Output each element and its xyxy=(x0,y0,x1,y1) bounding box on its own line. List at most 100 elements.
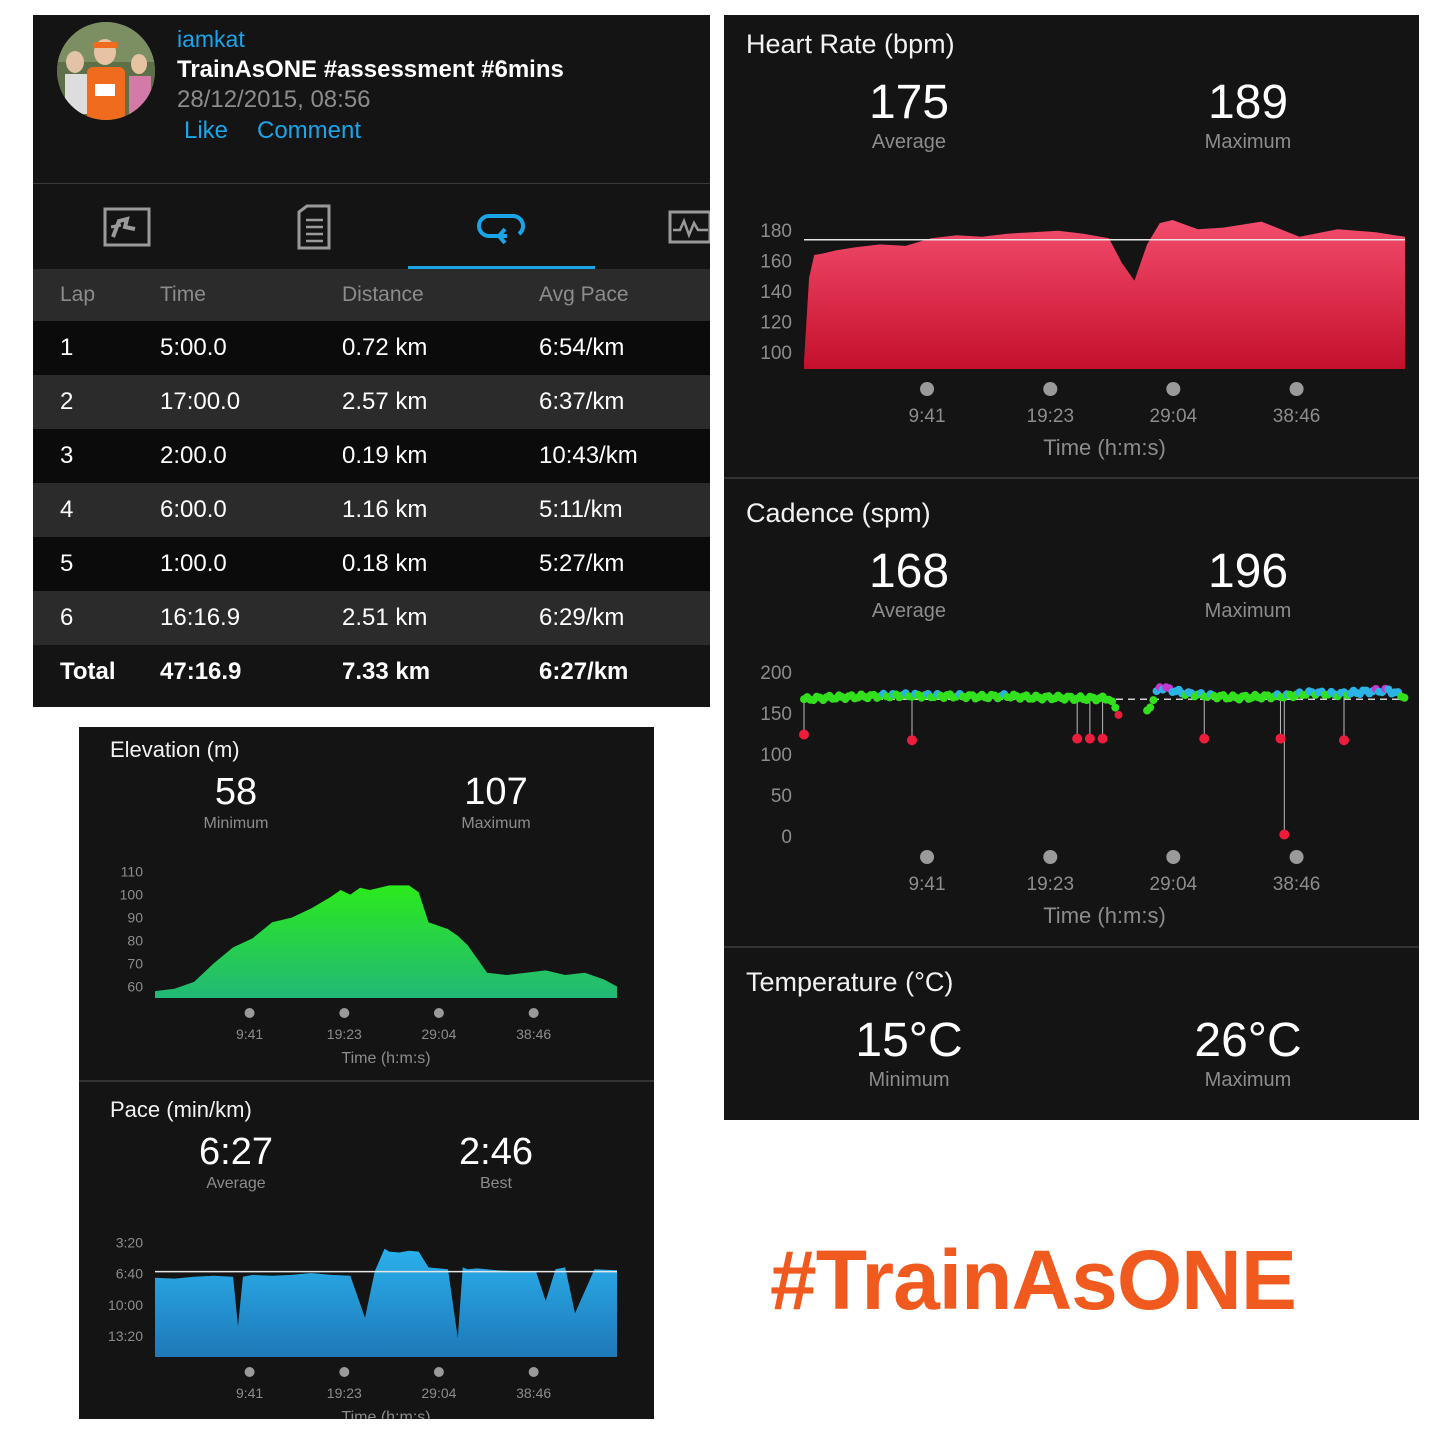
tab-laps[interactable] xyxy=(407,184,594,270)
x-tick-label: 19:23 xyxy=(327,1026,362,1042)
x-tick-dot xyxy=(1166,850,1181,864)
temperature-min-value: 15°C xyxy=(855,1014,963,1067)
right-stats-panel: Heart Rate (bpm) 175 Average 189 Maximum… xyxy=(724,15,1419,1120)
tab-details[interactable] xyxy=(220,184,407,270)
lap-distance: 1.16 km xyxy=(341,483,538,537)
tab-summary[interactable] xyxy=(33,184,220,270)
left-stats-panel: Elevation (m) 58 Minimum 107 Maximum 110… xyxy=(79,727,654,1419)
y-tick-label: 6:40 xyxy=(116,1266,143,1282)
total-distance: 7.33 km xyxy=(341,645,538,699)
x-tick-dot xyxy=(244,1367,255,1377)
pace-chart: 3:20 6:40 10:00 13:20 9:41 19:23 29:04 38:46 Tim… xyxy=(108,1235,617,1419)
table-row[interactable]: 2 17:00.0 2.57 km 6:37/km xyxy=(33,375,710,429)
heart-rate-max-value: 189 xyxy=(1207,76,1289,129)
lap-pace: 10:43/km xyxy=(538,429,710,483)
lap-pace: 6:29/km xyxy=(538,591,710,645)
column-header: Distance xyxy=(341,269,538,321)
x-axis-label: Time (h:m:s) xyxy=(1043,903,1166,928)
y-tick-label: 90 xyxy=(127,910,143,926)
table-row[interactable]: 5 1:00.0 0.18 km 5:27/km xyxy=(33,537,710,591)
lap-distance: 2.51 km xyxy=(341,591,538,645)
y-tick-label: 3:20 xyxy=(116,1235,143,1251)
y-tick-label: 200 xyxy=(760,663,792,684)
lap-number: 6 xyxy=(33,591,159,645)
activity-panel: iamkat TrainAsONE #assessment #6mins 28/… xyxy=(33,15,710,707)
lap-number: 4 xyxy=(33,483,159,537)
x-axis-label: Time (h:m:s) xyxy=(1043,435,1166,460)
heart-rate-average-value: 175 xyxy=(868,76,950,129)
elevation-chart: 110 100 90 80 70 60 9:41 19:23 29:04 38:46 Time (h… xyxy=(120,864,617,1067)
divider xyxy=(724,477,1419,479)
x-tick-dot xyxy=(1166,382,1181,396)
x-tick-dot xyxy=(1289,850,1304,864)
cadence-point xyxy=(1149,696,1158,705)
column-header: Time xyxy=(159,269,341,321)
y-tick-label: 100 xyxy=(120,887,144,903)
lap-distance: 2.57 km xyxy=(341,375,538,429)
y-tick-label: 60 xyxy=(127,979,143,995)
x-axis-label: Time (h:m:s) xyxy=(341,1409,430,1419)
x-tick-dot xyxy=(1043,850,1058,864)
total-label: Total xyxy=(33,645,159,699)
activity-tab-bar xyxy=(33,183,710,270)
heart-rate-average-label: Average xyxy=(871,131,947,153)
series-area xyxy=(804,220,1405,369)
x-tick-dot xyxy=(339,1008,350,1018)
cadence-low-point xyxy=(1199,733,1210,744)
temperature-max-value: 26°C xyxy=(1194,1014,1302,1067)
x-axis-label: Time (h:m:s) xyxy=(341,1050,430,1067)
pace-average-value: 6:27 xyxy=(199,1131,273,1173)
pace-best-label: Best xyxy=(479,1175,512,1192)
y-tick-label: 160 xyxy=(760,252,792,273)
like-button[interactable]: Like xyxy=(184,117,229,144)
cadence-low-point xyxy=(1084,733,1095,744)
total-pace: 6:27/km xyxy=(538,645,710,699)
x-tick-label: 29:04 xyxy=(421,1026,456,1042)
heart-rate-title: Heart Rate (bpm) xyxy=(746,29,955,59)
cadence-point xyxy=(1108,697,1117,706)
heart-rate-max-label: Maximum xyxy=(1204,131,1292,153)
cadence-max-label: Maximum xyxy=(1204,600,1292,622)
lap-number: 1 xyxy=(33,321,159,375)
elevation-min-value: 58 xyxy=(214,771,258,813)
tab-charts[interactable] xyxy=(594,184,710,270)
post-header: iamkat TrainAsONE #assessment #6mins 28/… xyxy=(33,15,710,183)
table-row[interactable]: 1 5:00.0 0.72 km 6:54/km xyxy=(33,321,710,375)
table-row[interactable]: 3 2:00.0 0.19 km 10:43/km xyxy=(33,429,710,483)
lap-distance: 0.72 km xyxy=(341,321,538,375)
y-tick-label: 0 xyxy=(781,827,792,848)
username-link[interactable]: iamkat xyxy=(177,26,245,52)
avatar[interactable] xyxy=(57,22,155,120)
x-tick-dot xyxy=(528,1008,539,1018)
heart-rate-chart: 180 160 140 120 100 9:41 19:23 29:04 38:46 Time (… xyxy=(760,220,1405,460)
x-tick-label: 9:41 xyxy=(236,1385,263,1401)
y-tick-label: 100 xyxy=(760,343,792,364)
x-tick-dot xyxy=(433,1367,444,1377)
x-tick-dot xyxy=(433,1008,444,1018)
y-tick-label: 120 xyxy=(760,312,792,333)
cadence-point xyxy=(1111,703,1120,712)
lap-time: 5:00.0 xyxy=(159,321,341,375)
x-tick-label: 38:46 xyxy=(516,1385,551,1401)
cadence-max-value: 196 xyxy=(1207,545,1289,598)
comment-button[interactable]: Comment xyxy=(257,117,362,144)
activity-datetime: 28/12/2015, 08:56 xyxy=(177,86,371,113)
elevation-min-label: Minimum xyxy=(203,815,269,832)
cadence-low-point xyxy=(907,735,918,746)
divider xyxy=(724,946,1419,948)
cadence-point xyxy=(1114,710,1123,719)
series-area xyxy=(155,885,617,998)
lap-number: 3 xyxy=(33,429,159,483)
column-header: Avg Pace xyxy=(538,269,710,321)
laps-table: Lap Time Distance Avg Pace 1 5:00.0 0.72… xyxy=(33,269,710,699)
x-tick-dot xyxy=(528,1367,539,1377)
table-row[interactable]: 4 6:00.0 1.16 km 5:11/km xyxy=(33,483,710,537)
lap-time: 2:00.0 xyxy=(159,429,341,483)
laps-loop-icon xyxy=(476,214,525,244)
table-row[interactable]: 6 16:16.9 2.51 km 6:29/km xyxy=(33,591,710,645)
lap-time: 1:00.0 xyxy=(159,537,341,591)
pace-title: Pace (min/km) xyxy=(110,1097,252,1122)
x-tick-label: 19:23 xyxy=(1027,874,1075,895)
elevation-title: Elevation (m) xyxy=(110,737,240,762)
column-header: Lap xyxy=(33,269,159,321)
